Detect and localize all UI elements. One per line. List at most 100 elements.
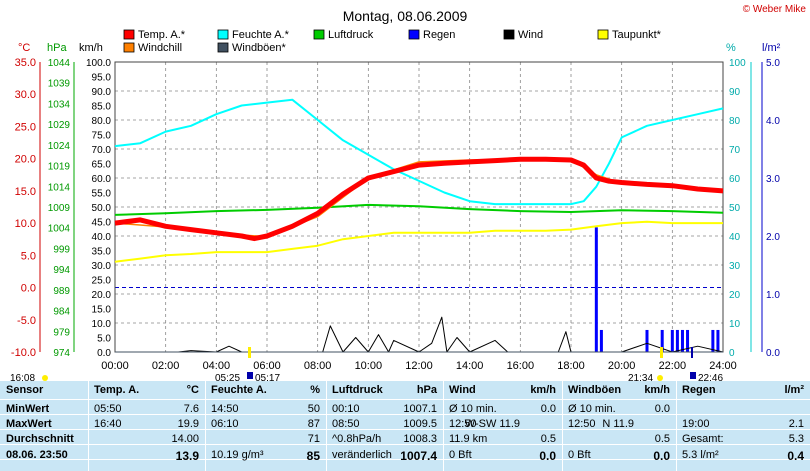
series-line-2 [114, 98, 724, 206]
temp-tick-1: 30.0 [15, 89, 36, 101]
wind-tick-3: 85.0 [92, 102, 112, 113]
legend-label-7: Windböen* [232, 42, 287, 54]
chart-title: Montag, 08.06.2009 [343, 8, 468, 24]
wind-tick-18: 10.0 [92, 319, 112, 330]
time-tick-9: 18:00 [557, 360, 585, 372]
wind-tick-2: 90.0 [92, 87, 112, 98]
wind-tick-13: 35.0 [92, 247, 112, 258]
temp-tick-4: 15.0 [15, 186, 36, 198]
stats-header-4: Wind [449, 384, 476, 396]
rain-unit: l/m² [762, 42, 781, 54]
stats-header-sensor: Sensor [6, 384, 44, 396]
stats-cell-1-0-b: 7.6 [183, 403, 199, 415]
col-sep-5 [562, 381, 563, 471]
stats-cell-5-1-a: 12:50 [568, 418, 596, 430]
hum-tick-6: 40 [729, 232, 741, 243]
legend-swatch-6 [123, 42, 135, 53]
wind-tick-4: 80.0 [92, 116, 112, 127]
stats-cell-2-1-a: 06:10 [211, 418, 239, 430]
stats-cell-6-1-c: 2.1 [788, 418, 804, 430]
wind-tick-8: 60.0 [92, 174, 112, 185]
rain-bar-6 [680, 329, 684, 352]
rain-bar-3 [660, 329, 664, 352]
time-tick-5: 10:00 [355, 360, 383, 372]
col-sep-6 [676, 381, 677, 471]
stats-cell-4-2-a: 11.9 km [449, 433, 488, 445]
stats-cell-5-3-c: 0.0 [653, 449, 670, 463]
rain-bar-9 [716, 329, 720, 352]
press-tick-3: 1029 [48, 120, 71, 131]
stats-rowlabel-0: MinWert [6, 403, 50, 415]
time-tick-8: 16:00 [507, 360, 535, 372]
press-tick-6: 1014 [48, 182, 71, 193]
wind-tick-9: 55.0 [92, 189, 112, 200]
hum-tick-7: 30 [729, 261, 741, 272]
stats-cell-3-1-b: 1009.5 [403, 418, 437, 430]
stats-header-6: Regen [682, 384, 716, 396]
stats-unit-5: km/h [644, 384, 670, 396]
wind-tick-19: 5.0 [97, 334, 111, 345]
stats-header-5: Windböen [568, 384, 622, 396]
weather-chart: Montag, 08.06.2009 © Weber Mike Temp. A.* F… [10, 4, 807, 381]
time-tick-0: 00:00 [101, 360, 129, 372]
temp-unit: °C [18, 42, 30, 54]
legend-swatch-1 [217, 29, 229, 40]
hum-tick-10: 0 [729, 348, 735, 359]
sunset-label: 22:46 [698, 373, 723, 381]
stats-cell-6-3-a: 5.3 l/m² [682, 449, 719, 461]
stats-cell-3-2-b: 1008.3 [403, 433, 437, 445]
rain-bar-2 [645, 329, 649, 352]
rain-bar-4 [670, 329, 674, 352]
stats-cell-4-0-a: Ø 10 min. [449, 403, 497, 415]
rain-bar-7 [686, 329, 690, 352]
stats-header-3: Luftdruck [332, 384, 383, 396]
dusk-icon [657, 375, 663, 381]
legend-swatch-7 [217, 42, 229, 53]
stats-cell-1-1-a: 16:40 [94, 418, 122, 430]
wind-tick-11: 45.0 [92, 218, 112, 229]
hum-tick-8: 20 [729, 290, 741, 301]
sunrise-label: 05:25 [215, 373, 240, 381]
wind-tick-6: 70.0 [92, 145, 112, 156]
stats-header-2: Feuchte A. [211, 384, 267, 396]
dusk-label: 21:34 [628, 373, 653, 381]
stats-cell-3-2-a: ^0.8hPa/h [332, 433, 382, 445]
time-tick-6: 12:00 [405, 360, 433, 372]
hum-tick-4: 60 [729, 174, 741, 185]
series-line-4 [114, 220, 723, 263]
sun-marker-3 [691, 347, 693, 358]
row-sep-1 [0, 414, 810, 415]
legend-label-4: Wind [518, 29, 543, 41]
press-tick-9: 999 [53, 244, 70, 255]
legend-label-6: Windchill [138, 42, 182, 54]
temp-tick-9: -10.0 [11, 347, 36, 359]
stats-cell-2-3-b: 85 [306, 449, 320, 463]
press-tick-12: 984 [53, 307, 70, 318]
time-tick-12: 24:00 [709, 360, 737, 372]
stats-unit-4: km/h [530, 384, 556, 396]
stats-cell-5-0-a: Ø 10 min. [568, 403, 616, 415]
rain-bar-1 [599, 329, 603, 352]
rain-tick-3: 2.0 [766, 232, 780, 243]
hum-tick-1: 90 [729, 87, 741, 98]
stats-cell-2-0-a: 14:50 [211, 403, 239, 415]
stats-cell-1-1-b: 19.9 [177, 418, 199, 430]
press-tick-10: 994 [53, 265, 70, 276]
sunset-icon [690, 372, 696, 379]
wind-tick-12: 40.0 [92, 232, 112, 243]
rain-tick-1: 4.0 [766, 116, 780, 127]
stats-cell-4-2-c: 0.5 [540, 433, 556, 445]
hum-tick-5: 50 [729, 203, 741, 214]
stats-cell-4-1-a: 12:50 [449, 418, 477, 430]
wind-tick-0: 100.0 [86, 58, 111, 69]
stats-cell-6-1-a: 19:00 [682, 418, 710, 430]
wind-tick-14: 30.0 [92, 261, 112, 272]
temp-tick-5: 10.0 [15, 218, 36, 230]
stats-cell-5-1-b: N 11.9 [602, 418, 634, 430]
credit-text: © Weber Mike [743, 4, 807, 15]
stats-cell-4-3-c: 0.0 [539, 449, 556, 463]
stats-cell-5-2-c: 0.5 [654, 433, 670, 445]
wind-tick-10: 50.0 [92, 203, 112, 214]
press-tick-1: 1039 [48, 79, 71, 90]
stats-cell-6-2-c: 5.3 [788, 433, 804, 445]
